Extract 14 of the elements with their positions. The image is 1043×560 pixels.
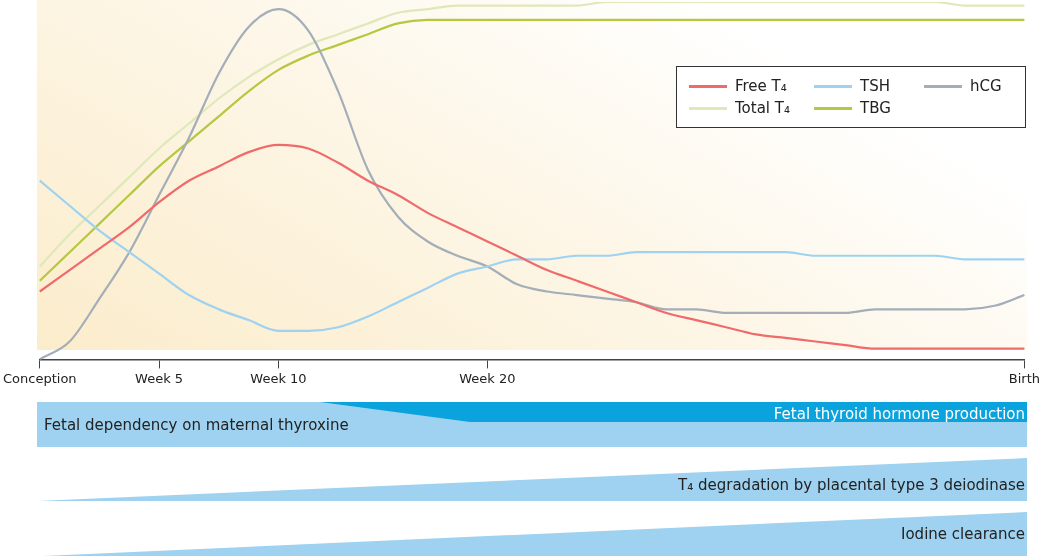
x-tick-label: Week 5 bbox=[135, 370, 184, 386]
text: Iodine clearance bbox=[901, 525, 1025, 543]
legend-label: TSH bbox=[860, 77, 890, 95]
text: Fetal thyroid hormone production bbox=[773, 405, 1025, 423]
x-tick-label: Conception bbox=[3, 370, 77, 386]
legend-label: hCG bbox=[970, 77, 1002, 95]
legend-label: Total T₄ bbox=[735, 99, 790, 117]
legend-label: TBG bbox=[860, 99, 891, 117]
text: T₄ degradation by placental type 3 deiodinase bbox=[678, 476, 1025, 494]
x-tick-label: Week 20 bbox=[459, 370, 516, 386]
legend-label: Free T₄ bbox=[735, 77, 787, 95]
x-tick-label: Week 10 bbox=[250, 370, 307, 386]
text: Fetal dependency on maternal thyroxine bbox=[44, 416, 349, 434]
x-tick-label: Birth bbox=[1008, 370, 1040, 386]
